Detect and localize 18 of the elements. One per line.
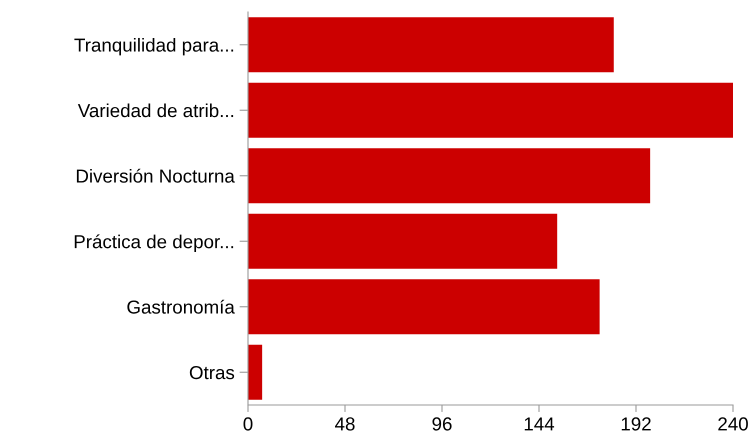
x-tick-label: 96	[432, 417, 452, 431]
x-tick-label: 0	[244, 417, 252, 431]
bar	[248, 279, 600, 334]
x-tick-label: 192	[622, 417, 651, 431]
y-tick-label: Práctica de depor...	[74, 234, 234, 252]
x-tick-label: 240	[718, 417, 748, 431]
bar	[248, 17, 614, 72]
y-tick-label: Otras	[190, 366, 234, 380]
bar	[248, 214, 558, 269]
y-tick-label: Gastronomía	[127, 300, 235, 314]
y-tick-label: Diversión Nocturna	[76, 168, 235, 183]
x-tick-label: 144	[524, 417, 554, 430]
bar	[248, 148, 650, 204]
bar	[248, 82, 733, 138]
y-tick-label: Variedad de atrib...	[78, 103, 234, 118]
y-tick-label: Tranquilidad para...	[74, 38, 234, 56]
bar	[248, 344, 262, 400]
x-tick-label: 48	[335, 417, 355, 431]
